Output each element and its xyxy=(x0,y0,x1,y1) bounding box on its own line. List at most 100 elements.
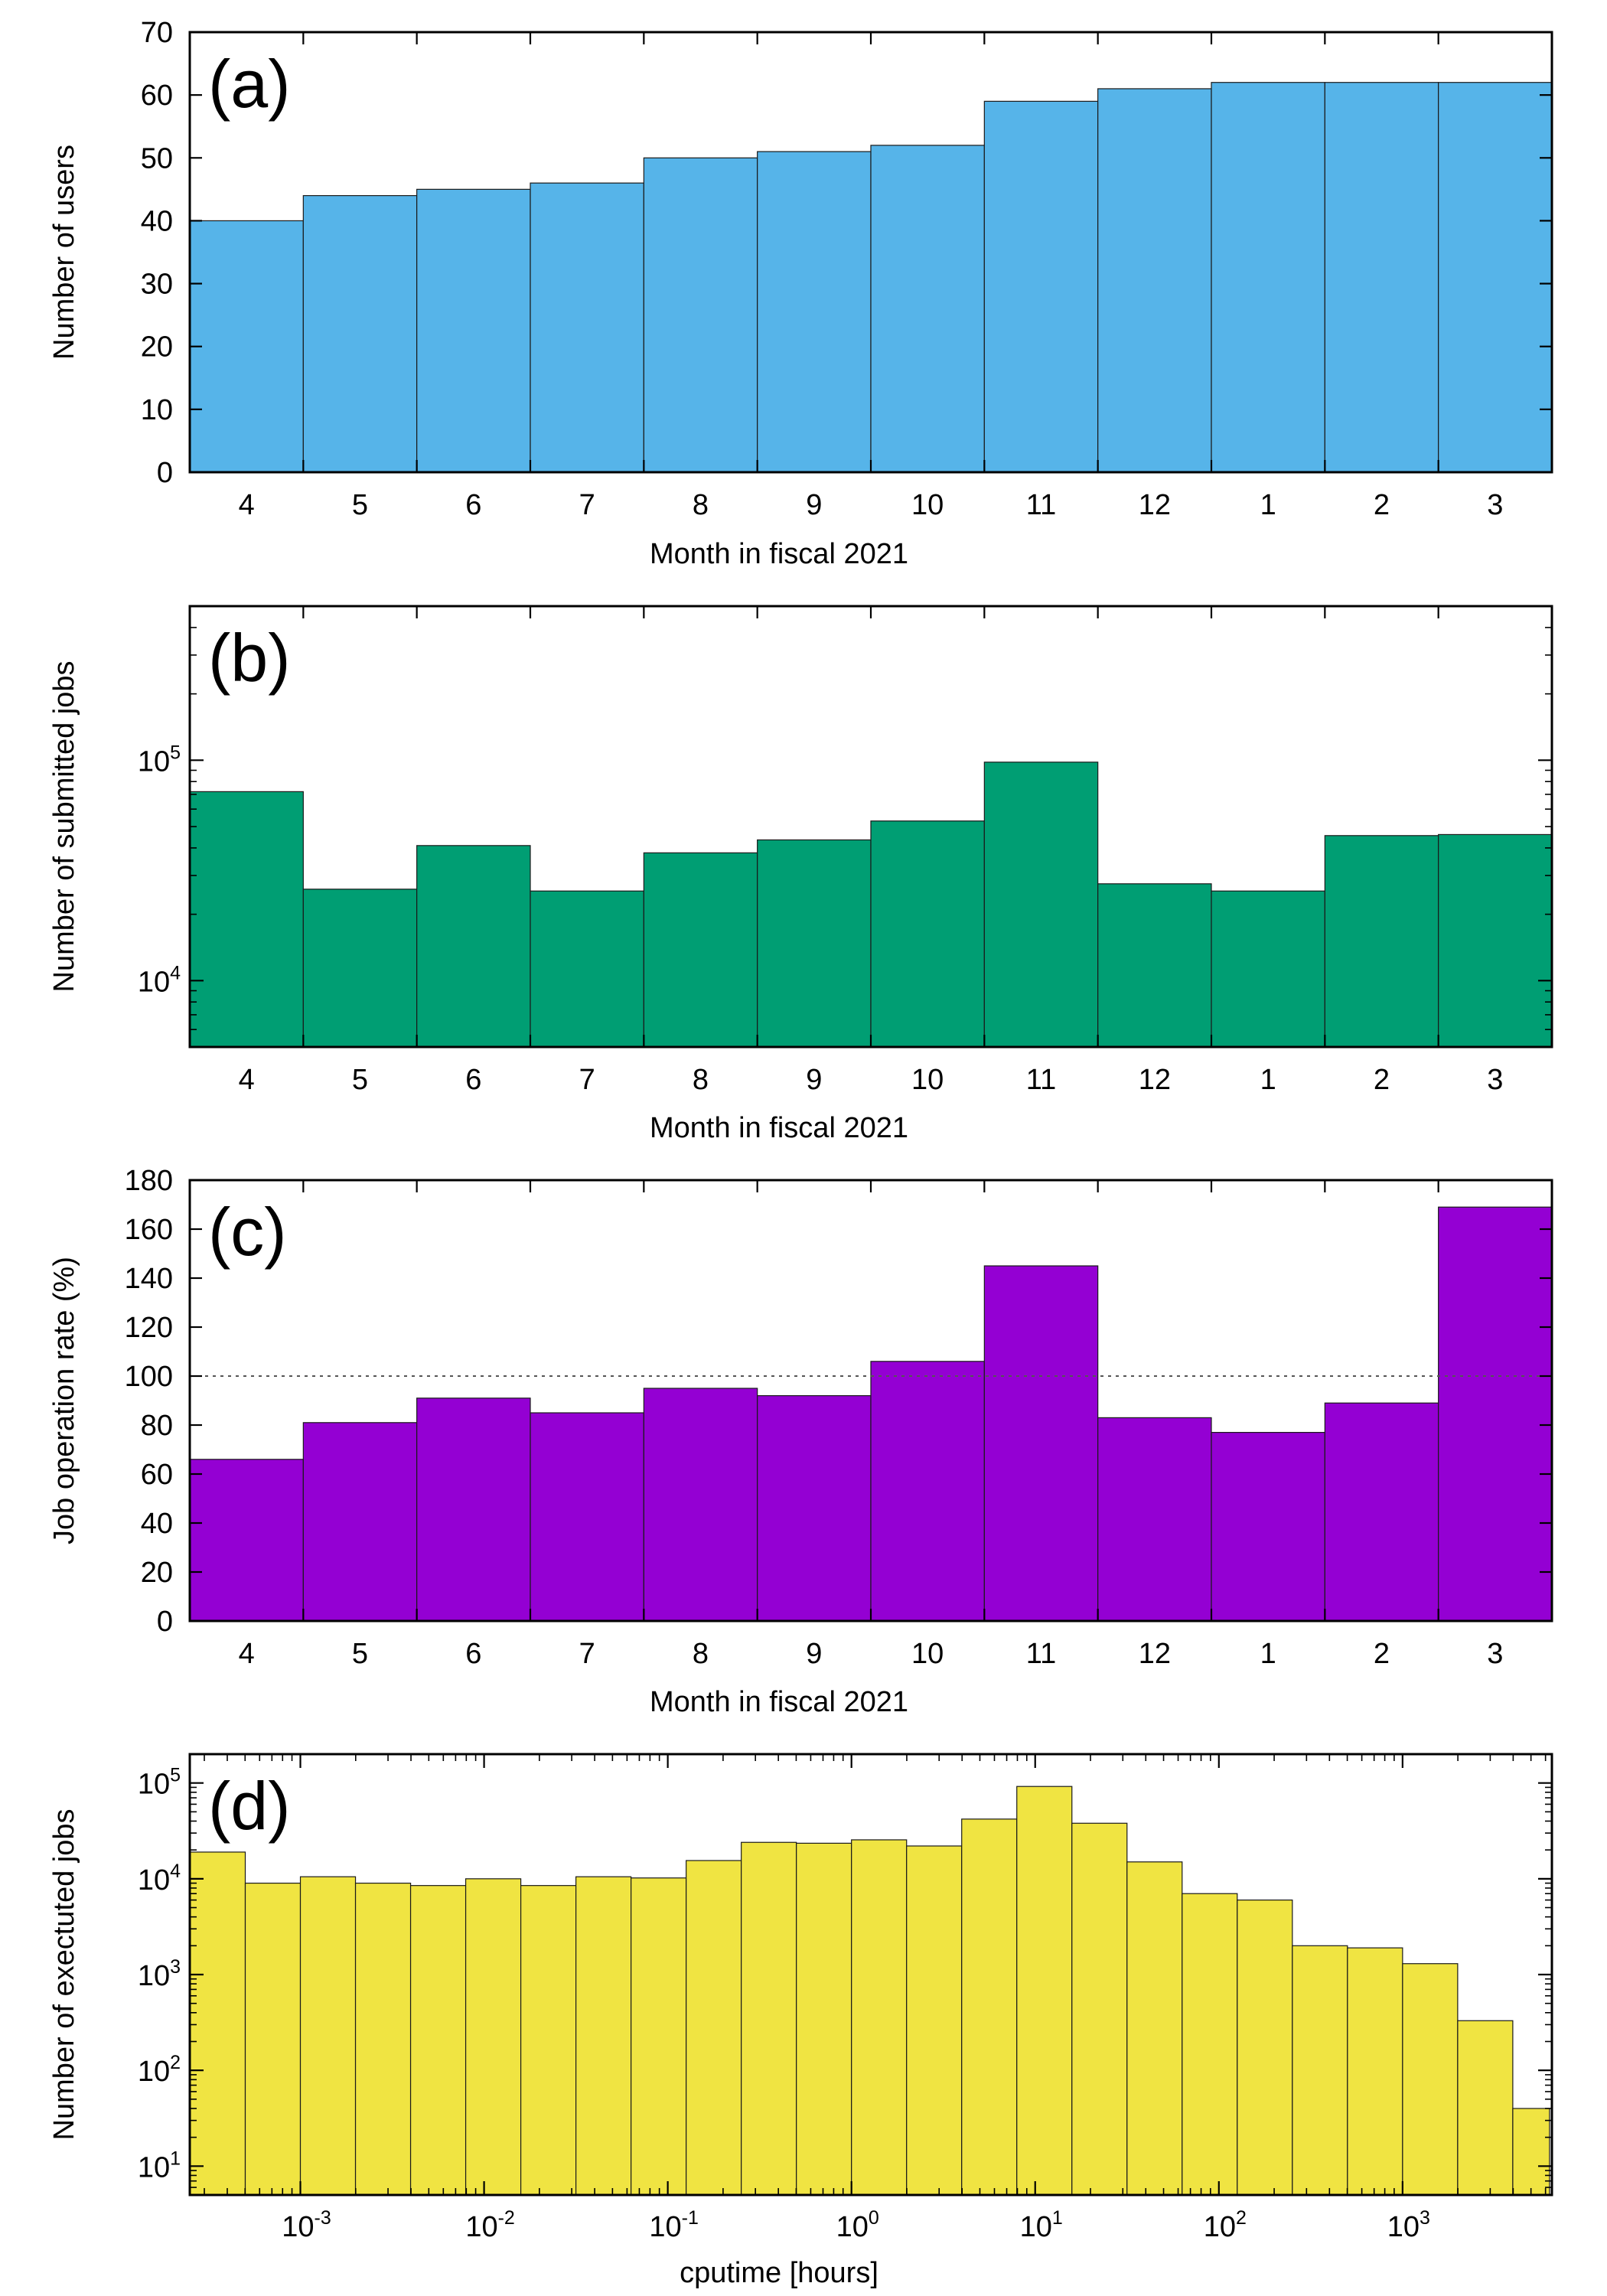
bar xyxy=(302,1422,418,1622)
tick-exponent: 5 xyxy=(170,1765,181,1786)
y-tick-label: 60 xyxy=(141,1459,173,1491)
bar xyxy=(983,762,1099,1048)
x-tick-label: 11 xyxy=(1026,489,1056,521)
bar xyxy=(1438,833,1553,1048)
x-tick-label: 5 xyxy=(352,489,368,521)
x-tick-label: 6 xyxy=(465,1638,481,1670)
tick-base: 10 xyxy=(282,2211,314,2243)
tick-base: 10 xyxy=(138,1864,170,1896)
y-tick-label: 103 xyxy=(138,1956,181,1992)
bar xyxy=(631,1877,687,2196)
bar xyxy=(354,1882,412,2196)
x-tick-label: 10-3 xyxy=(282,2207,331,2243)
bar xyxy=(757,1394,872,1622)
x-tick-label: 3 xyxy=(1487,1638,1503,1670)
x-tick-label: 12 xyxy=(1139,1638,1171,1670)
bar xyxy=(244,1882,302,2196)
bar xyxy=(1347,1947,1403,2196)
x-tick-label: 1 xyxy=(1260,1064,1276,1096)
bar xyxy=(1324,835,1439,1048)
y-tick-label: 40 xyxy=(141,205,173,237)
y-tick-label: 0 xyxy=(157,1606,173,1638)
x-tick-label: 12 xyxy=(1139,1064,1171,1096)
bar xyxy=(189,1851,246,2196)
chart-panel-c: 4 5 6 7 8 9 10 11 12 1 2 3020406080100120140160180M… xyxy=(48,1165,1553,1718)
bar xyxy=(961,1818,1018,2196)
y-tick-label: 70 xyxy=(141,17,173,49)
tick-exponent: 3 xyxy=(1420,2207,1430,2229)
bar xyxy=(870,145,985,473)
x-axis-label: cputime [hours] xyxy=(680,2257,878,2289)
panel-label: (b) xyxy=(208,620,291,696)
tick-exponent: 1 xyxy=(1052,2207,1063,2229)
tick-base: 10 xyxy=(138,1769,170,1801)
bar xyxy=(416,845,531,1048)
tick-exponent: 2 xyxy=(170,2052,181,2073)
bar xyxy=(530,182,644,473)
bar xyxy=(1438,82,1553,473)
bar xyxy=(1126,1861,1183,2196)
bar xyxy=(1097,1417,1212,1622)
bar xyxy=(851,1839,908,2196)
x-tick-label: 9 xyxy=(806,1638,822,1670)
bar xyxy=(464,1878,522,2196)
x-axis: 4 5 6 7 8 9 10 11 12 1 2 3 xyxy=(239,1180,1503,1670)
x-axis: 10-3 10-2 10-1 100 101 102 103 xyxy=(204,1754,1547,2243)
x-tick-label: 103 xyxy=(1387,2207,1430,2243)
bar xyxy=(1457,2020,1514,2196)
tick-base: 10 xyxy=(836,2211,869,2243)
tick-base: 10 xyxy=(138,745,170,778)
x-tick-label: 12 xyxy=(1139,489,1171,521)
bar xyxy=(416,188,531,473)
x-tick-label: 4 xyxy=(239,489,255,521)
y-tick-label: 0 xyxy=(157,457,173,489)
y-axis: 0 20 40 60 80 100 120 140 160 180 xyxy=(125,1165,1552,1638)
bar xyxy=(906,1845,963,2196)
bars xyxy=(189,1206,1553,1622)
bar xyxy=(1402,1963,1459,2196)
y-tick-label: 20 xyxy=(141,1557,173,1589)
x-tick-label: 10 xyxy=(911,1064,944,1096)
x-tick-label: 5 xyxy=(352,1064,368,1096)
x-tick-label: 1 xyxy=(1260,489,1276,521)
tick-exponent: 3 xyxy=(170,1956,181,1978)
y-tick-label: 180 xyxy=(125,1165,173,1197)
x-tick-label: 7 xyxy=(579,1064,595,1096)
tick-base: 10 xyxy=(1020,2211,1052,2243)
y-tick-label: 100 xyxy=(125,1361,173,1393)
x-tick-label: 7 xyxy=(579,489,595,521)
x-tick-label: 4 xyxy=(239,1064,255,1096)
x-tick-label: 8 xyxy=(693,1638,709,1670)
tick-exponent: 0 xyxy=(869,2207,879,2229)
bar xyxy=(686,1860,742,2196)
plot-frame xyxy=(188,1753,1553,2197)
tick-base: 10 xyxy=(649,2211,681,2243)
x-axis-label: Month in fiscal 2021 xyxy=(650,1686,908,1718)
bar xyxy=(1097,883,1212,1048)
x-tick-label: 2 xyxy=(1374,1638,1390,1670)
tick-base: 10 xyxy=(138,966,170,998)
bar xyxy=(1211,1431,1325,1622)
x-tick-label: 11 xyxy=(1026,1638,1056,1670)
bar xyxy=(575,1876,632,2196)
x-tick-label: 6 xyxy=(465,1064,481,1096)
tick-exponent: -2 xyxy=(498,2207,515,2229)
tick-exponent: 4 xyxy=(170,1861,181,1882)
y-tick-label: 60 xyxy=(141,80,173,112)
panel-label: (a) xyxy=(208,46,291,122)
y-axis-label: Number of users xyxy=(48,145,80,360)
bar xyxy=(530,890,644,1048)
x-tick-label: 4 xyxy=(239,1638,255,1670)
bar xyxy=(1097,88,1212,473)
bar xyxy=(299,1876,357,2196)
panel-label: (d) xyxy=(208,1768,291,1844)
bar xyxy=(643,157,758,473)
bar xyxy=(302,194,418,473)
bar xyxy=(1324,82,1439,473)
x-tick-label: 2 xyxy=(1374,1064,1390,1096)
x-tick-label: 8 xyxy=(693,1064,709,1096)
bar xyxy=(1182,1893,1238,2196)
chart-panel-d: 10-3 10-2 10-1 100 101 102 103101102103104105c… xyxy=(48,1753,1553,2289)
